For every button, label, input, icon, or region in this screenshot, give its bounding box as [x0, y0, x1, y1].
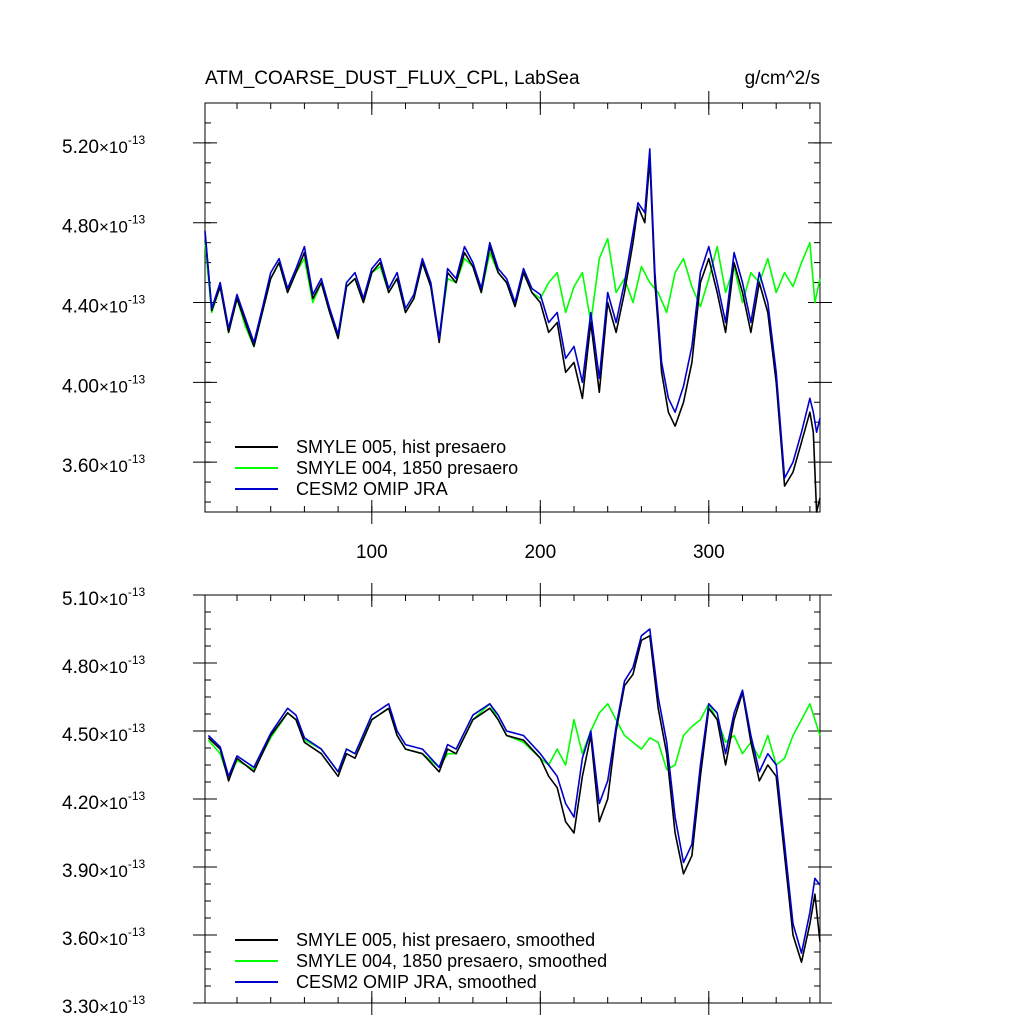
top-series-line-3: [204, 148, 821, 479]
bottom-y-tick-label: 3.30×10-13: [62, 993, 145, 1018]
bottom-y-tick-label: 5.10×10-13: [62, 585, 145, 610]
top-plot-frame: [204, 102, 821, 513]
bottom-y-tick-label: 3.60×10-13: [62, 925, 145, 950]
bottom-legend-label: CESM2 OMIP JRA, smoothed: [296, 972, 537, 992]
top-legend-label: SMYLE 004, 1850 presaero: [296, 458, 518, 478]
top-y-tick-label: 4.80×10-13: [62, 213, 145, 238]
top-y-tick-label: 3.60×10-13: [62, 452, 145, 477]
top-y-tick-label: 5.20×10-13: [62, 133, 145, 158]
top-y-tick-label: 4.40×10-13: [62, 293, 145, 318]
top-x-tick-label: 200: [524, 542, 556, 563]
bottom-series-line-3: [207, 628, 821, 954]
top-y-tick-label: 4.00×10-13: [62, 372, 145, 397]
bottom-series-line-1: [207, 634, 821, 964]
bottom-y-tick-label: 4.50×10-13: [62, 721, 145, 746]
chart-title: ATM_COARSE_DUST_FLUX_CPL, LabSea: [205, 68, 580, 89]
bottom-y-tick-label: 3.90×10-13: [62, 857, 145, 882]
bottom-legend-label: SMYLE 005, hist presaero, smoothed: [296, 930, 595, 950]
units-label: g/cm^2/s: [745, 68, 820, 89]
top-panel: 3.60×10-13 4.00×10-13 4.40×10-13 4.80×10-13…: [62, 91, 832, 563]
bottom-panel: 3.30×10-13 3.60×10-13 3.90×10-13 4.20×10-13…: [62, 583, 832, 1018]
top-legend-label: SMYLE 005, hist presaero: [296, 437, 506, 457]
top-x-tick-label: 300: [693, 542, 725, 563]
bottom-y-tick-label: 4.20×10-13: [62, 789, 145, 814]
top-x-tick-label: 100: [356, 542, 388, 563]
top-series-line-2: [204, 237, 821, 348]
bottom-y-tick-label: 4.80×10-13: [62, 653, 145, 678]
top-legend-label: CESM2 OMIP JRA: [296, 479, 448, 499]
bottom-legend-label: SMYLE 004, 1850 presaero, smoothed: [296, 951, 607, 971]
